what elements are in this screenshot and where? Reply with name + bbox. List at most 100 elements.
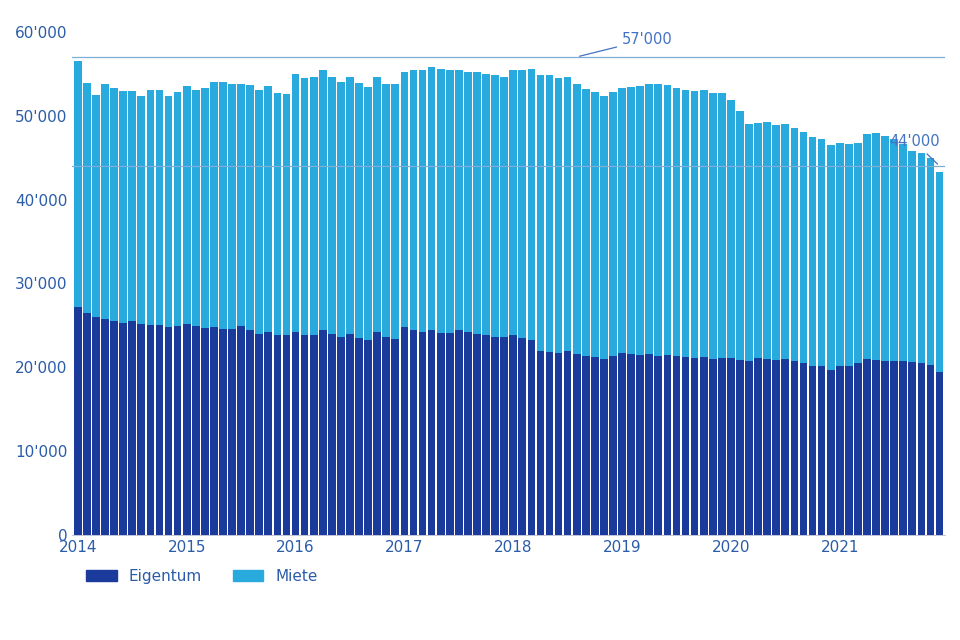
Bar: [663, 355, 671, 535]
Bar: [92, 317, 100, 535]
Bar: [500, 77, 508, 337]
Bar: [228, 84, 236, 329]
Bar: [282, 94, 290, 335]
Bar: [264, 332, 272, 535]
Bar: [137, 95, 145, 324]
Bar: [373, 77, 381, 332]
Bar: [228, 329, 236, 535]
Bar: [791, 362, 799, 535]
Bar: [708, 93, 716, 359]
Bar: [328, 334, 336, 535]
Bar: [808, 138, 816, 365]
Bar: [763, 122, 771, 359]
Bar: [355, 83, 363, 338]
Bar: [636, 86, 644, 355]
Bar: [428, 330, 436, 535]
Bar: [74, 61, 82, 307]
Bar: [492, 75, 499, 337]
Bar: [845, 144, 852, 365]
Bar: [682, 357, 689, 535]
Bar: [147, 90, 155, 325]
Bar: [610, 92, 617, 356]
Bar: [364, 340, 372, 535]
Bar: [255, 90, 263, 334]
Bar: [156, 90, 163, 324]
Bar: [582, 356, 589, 535]
Bar: [773, 125, 780, 360]
Bar: [210, 82, 218, 327]
Bar: [627, 354, 635, 535]
Bar: [908, 151, 916, 362]
Bar: [129, 92, 136, 321]
Bar: [237, 326, 245, 535]
Bar: [890, 362, 898, 535]
Text: 44'000: 44'000: [889, 134, 940, 164]
Bar: [691, 92, 699, 358]
Bar: [292, 74, 300, 332]
Bar: [591, 92, 599, 357]
Bar: [500, 337, 508, 535]
Bar: [129, 321, 136, 535]
Bar: [537, 76, 544, 351]
Bar: [800, 363, 807, 535]
Bar: [410, 330, 418, 535]
Bar: [137, 324, 145, 535]
Bar: [101, 319, 108, 535]
Bar: [763, 359, 771, 535]
Bar: [555, 78, 563, 353]
Bar: [518, 70, 526, 338]
Bar: [745, 360, 753, 535]
Bar: [818, 139, 826, 367]
Bar: [700, 357, 708, 535]
Bar: [636, 355, 644, 535]
Bar: [437, 68, 444, 333]
Bar: [174, 326, 181, 535]
Bar: [908, 362, 916, 535]
Bar: [854, 143, 862, 363]
Bar: [292, 332, 300, 535]
Bar: [781, 124, 789, 359]
Bar: [510, 70, 517, 335]
Bar: [900, 362, 907, 535]
Bar: [347, 334, 354, 535]
Bar: [691, 358, 699, 535]
Bar: [83, 83, 91, 313]
Bar: [83, 313, 91, 535]
Bar: [727, 358, 734, 535]
Bar: [464, 332, 471, 535]
Bar: [700, 90, 708, 357]
Bar: [736, 360, 744, 535]
Bar: [455, 70, 463, 330]
Bar: [382, 84, 390, 337]
Bar: [464, 72, 471, 332]
Bar: [845, 365, 852, 535]
Bar: [174, 92, 181, 326]
Bar: [482, 335, 490, 535]
Bar: [791, 128, 799, 362]
Bar: [682, 90, 689, 357]
Bar: [419, 70, 426, 332]
Bar: [618, 353, 626, 535]
Bar: [863, 359, 871, 535]
Bar: [736, 111, 744, 360]
Bar: [610, 356, 617, 535]
Bar: [201, 88, 208, 328]
Bar: [918, 363, 925, 535]
Bar: [890, 139, 898, 362]
Bar: [718, 93, 726, 358]
Bar: [918, 152, 925, 363]
Bar: [591, 357, 599, 535]
Bar: [545, 76, 553, 352]
Bar: [655, 84, 662, 356]
Bar: [201, 328, 208, 535]
Bar: [373, 332, 381, 535]
Bar: [347, 77, 354, 334]
Bar: [537, 351, 544, 535]
Bar: [437, 333, 444, 535]
Bar: [319, 330, 326, 535]
Bar: [900, 144, 907, 362]
Bar: [645, 354, 653, 535]
Bar: [827, 370, 834, 535]
Bar: [808, 365, 816, 535]
Bar: [600, 95, 608, 359]
